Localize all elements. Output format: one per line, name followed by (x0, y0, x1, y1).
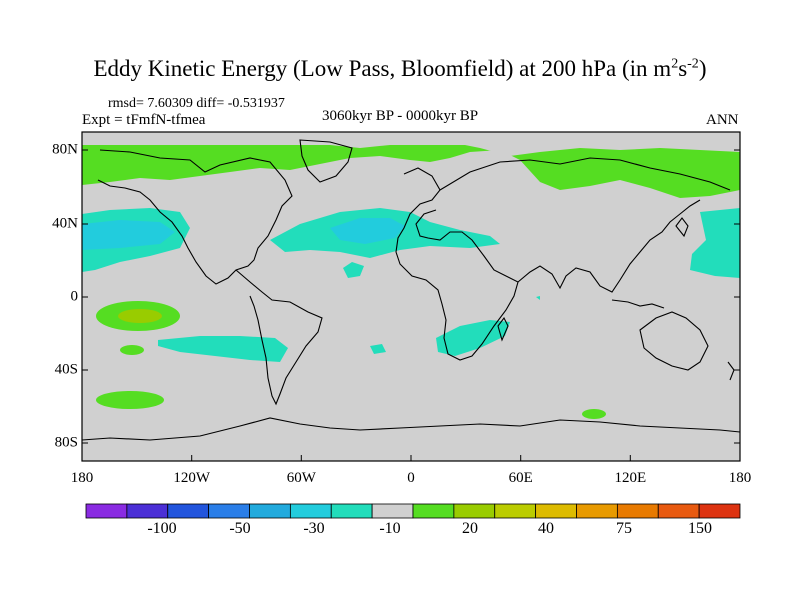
y-tick-label: 80N (52, 141, 78, 158)
x-tick-label: 180 (70, 470, 94, 486)
colorbar-label: 20 (462, 520, 478, 537)
colorbar-swatch (453, 503, 496, 519)
colorbar-swatch (208, 503, 250, 519)
x-tick-label: 60E (508, 470, 533, 486)
colorbar-swatch (249, 503, 291, 519)
south-pacific-teal (158, 336, 288, 362)
colorbar-swatch (330, 503, 373, 519)
arctic-green-region (82, 145, 740, 198)
green-blob-southern (96, 391, 164, 409)
tiny-teal-1 (536, 296, 540, 300)
natlantic-core (330, 218, 405, 244)
colorbar-label: 150 (688, 520, 712, 537)
natlantic-small-blob (343, 262, 364, 278)
south-atlantic-teal-small (370, 344, 386, 354)
season-label: ANN (706, 112, 739, 128)
colorbar-swatch (698, 503, 741, 519)
green-blob-spac (120, 345, 144, 355)
y-tick-label: 0 (70, 288, 79, 305)
y-tick-label: 40N (52, 215, 78, 232)
colorbar-swatch (616, 503, 659, 519)
experiment-label: Expt = tFmfN-tfmea (82, 112, 206, 128)
green-blob-indian (582, 409, 606, 419)
arctic-grey-gap (82, 132, 740, 156)
npacific-teal-east (690, 208, 740, 278)
colorbar-swatch (167, 503, 210, 519)
colorbar-swatch (494, 503, 537, 519)
colorbar-swatch (412, 503, 455, 519)
colorbar-swatch (657, 503, 700, 519)
colorbar-swatch (576, 503, 618, 519)
axis-ticks (81, 149, 741, 461)
colorbar-label: -50 (229, 520, 251, 537)
period-label: 3060kyr BP - 0000kyr BP (322, 108, 479, 124)
x-tick-label: 180 (728, 470, 752, 486)
colorbar-swatch (126, 503, 169, 519)
anomaly-fill-layer (82, 132, 740, 441)
x-tick-label: 120W (173, 470, 211, 486)
x-tick-label: 0 (407, 470, 415, 486)
y-tick-label: 40S (54, 361, 78, 378)
x-tick-label: 60W (286, 470, 316, 486)
colorbar-label: 75 (616, 520, 632, 537)
coastlines (82, 139, 740, 441)
colorbar-swatch (289, 503, 332, 519)
colorbar-swatch (85, 503, 128, 519)
colorbar (85, 503, 741, 519)
tropical-pacific-core (118, 309, 162, 323)
map-background (82, 132, 740, 461)
npacific-core-west (82, 220, 175, 250)
colorbar-label: -10 (379, 520, 401, 537)
x-tick-label: 120E (614, 470, 647, 486)
colorbar-label: -30 (303, 520, 325, 537)
map-title: Eddy Kinetic Energy (Low Pass, Bloomfiel… (93, 56, 707, 81)
stats-label: rmsd= 7.60309 diff= -0.531937 (108, 96, 285, 111)
colorbar-label: 40 (538, 520, 554, 537)
colorbar-swatch (371, 503, 414, 519)
colorbar-label: -100 (147, 520, 177, 537)
colorbar-swatch (535, 503, 577, 519)
y-tick-label: 80S (54, 434, 78, 451)
